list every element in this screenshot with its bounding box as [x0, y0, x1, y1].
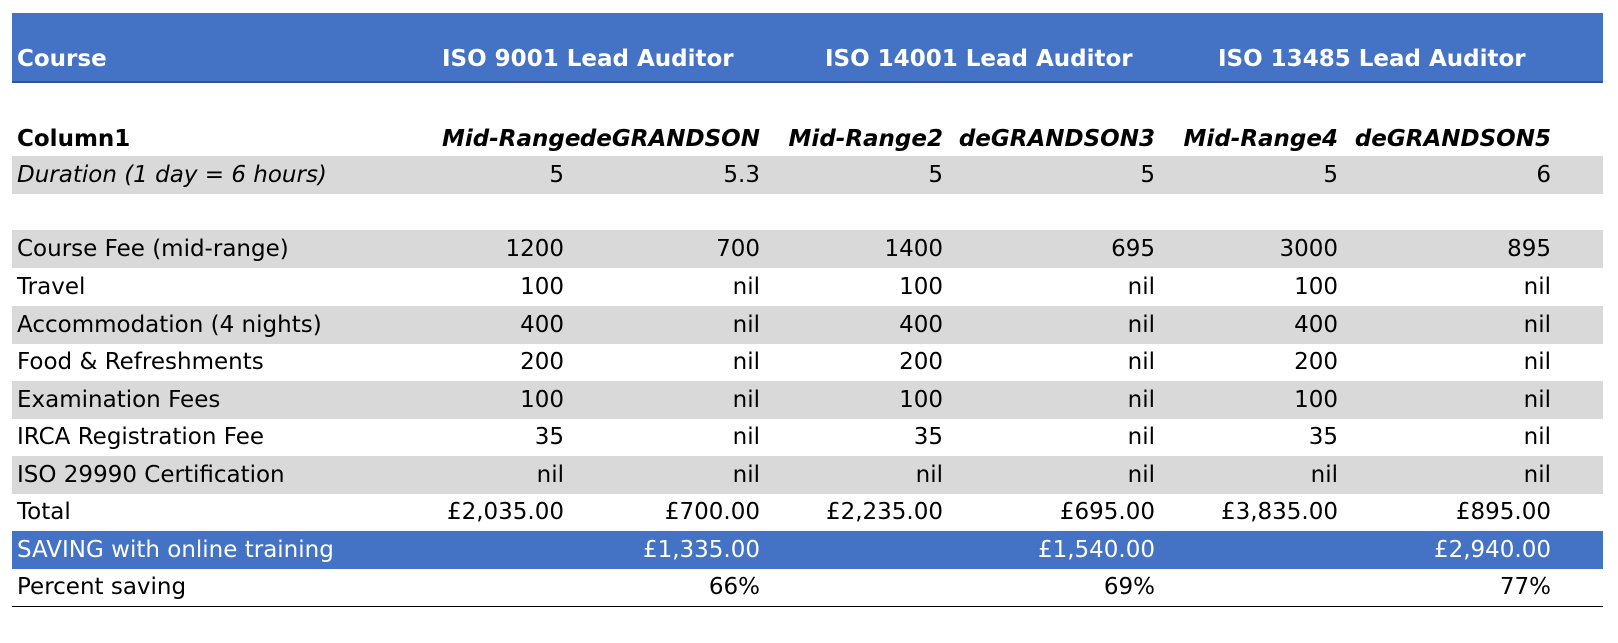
- table-cell[interactable]: nil: [732, 274, 760, 300]
- row-label[interactable]: Percent saving: [17, 574, 187, 600]
- table-cell[interactable]: nil: [915, 462, 943, 488]
- table-row-saving: SAVING with online training £1,335.00 £1…: [12, 531, 1603, 569]
- table-cell[interactable]: 100: [520, 274, 564, 300]
- table-cell[interactable]: nil: [1523, 424, 1551, 450]
- table-row-accommodation: Accommodation (4 nights) 400 nil 400 nil…: [12, 306, 1603, 344]
- table-cell[interactable]: £700.00: [664, 499, 760, 525]
- table-cell[interactable]: 35: [1308, 424, 1338, 450]
- table-cell[interactable]: 200: [520, 349, 564, 375]
- table-cell[interactable]: 895: [1507, 236, 1551, 262]
- table-cell[interactable]: nil: [732, 387, 760, 413]
- table-cell[interactable]: nil: [1523, 349, 1551, 375]
- table-cell[interactable]: nil: [732, 312, 760, 338]
- column-header-column1[interactable]: Column1: [17, 126, 131, 152]
- row-label[interactable]: Duration (1 day = 6 hours): [17, 162, 327, 188]
- table-cell[interactable]: 700: [716, 236, 760, 262]
- table-cell[interactable]: nil: [732, 424, 760, 450]
- table-row-examination: Examination Fees 100 nil 100 nil 100 nil: [12, 381, 1603, 419]
- table-cell[interactable]: 5: [928, 162, 943, 188]
- table-cell[interactable]: nil: [1127, 387, 1155, 413]
- header-course-iso13485[interactable]: ISO 13485 Lead Auditor: [1218, 46, 1526, 72]
- table-cell[interactable]: 6: [1536, 162, 1551, 188]
- table-cell[interactable]: £2,940.00: [1433, 537, 1551, 563]
- table-row-total: Total £2,035.00 £700.00 £2,235.00 £695.0…: [12, 493, 1603, 531]
- table-cell[interactable]: 35: [534, 424, 564, 450]
- table-cell[interactable]: 200: [1294, 349, 1338, 375]
- table-cell[interactable]: 100: [520, 387, 564, 413]
- table-row-food: Food & Refreshments 200 nil 200 nil 200 …: [12, 343, 1603, 381]
- table-cell[interactable]: £1,540.00: [1037, 537, 1155, 563]
- column-header-degrandson5[interactable]: deGRANDSON5: [1354, 126, 1551, 152]
- table-cell[interactable]: 200: [899, 349, 943, 375]
- table-cell[interactable]: nil: [1127, 274, 1155, 300]
- table-cell[interactable]: nil: [732, 462, 760, 488]
- table-row-percent: Percent saving 66% 69% 77%: [12, 568, 1603, 607]
- row-label[interactable]: Course Fee (mid-range): [17, 236, 289, 262]
- row-label[interactable]: Accommodation (4 nights): [17, 312, 322, 338]
- table-cell[interactable]: 5.3: [723, 162, 760, 188]
- table-row-course-fee: Course Fee (mid-range) 1200 700 1400 695…: [12, 230, 1603, 268]
- table-cell[interactable]: 77%: [1499, 574, 1551, 600]
- table-cell[interactable]: 69%: [1103, 574, 1155, 600]
- header-course-iso14001[interactable]: ISO 14001 Lead Auditor: [825, 46, 1133, 72]
- table-cell[interactable]: nil: [536, 462, 564, 488]
- column-header-row: Column1 Mid-Range deGRANDSON Mid-Range2 …: [12, 120, 1603, 159]
- table-cell[interactable]: nil: [1127, 424, 1155, 450]
- column-header-mid-range[interactable]: Mid-Range: [442, 126, 581, 152]
- table-cell[interactable]: 5: [549, 162, 564, 188]
- table-cell[interactable]: 35: [913, 424, 943, 450]
- row-label[interactable]: IRCA Registration Fee: [17, 424, 265, 450]
- row-label[interactable]: Food & Refreshments: [17, 349, 264, 375]
- table-cell[interactable]: nil: [1127, 462, 1155, 488]
- table-row-iso29990: ISO 29990 Certification nil nil nil nil …: [12, 456, 1603, 494]
- table-cell[interactable]: 66%: [708, 574, 760, 600]
- table-cell[interactable]: 5: [1323, 162, 1338, 188]
- row-label[interactable]: Total: [17, 499, 71, 525]
- table-cell[interactable]: 1200: [505, 236, 564, 262]
- table-cell[interactable]: 100: [1294, 387, 1338, 413]
- table-row-travel: Travel 100 nil 100 nil 100 nil: [12, 268, 1603, 306]
- column-header-degrandson3[interactable]: deGRANDSON3: [958, 126, 1155, 152]
- column-header-mid-range4[interactable]: Mid-Range4: [1183, 126, 1338, 152]
- table-cell[interactable]: 1400: [884, 236, 943, 262]
- table-cell[interactable]: 5: [1140, 162, 1155, 188]
- table-cell[interactable]: nil: [1523, 274, 1551, 300]
- row-label[interactable]: ISO 29990 Certification: [17, 462, 285, 488]
- table-row-irca: IRCA Registration Fee 35 nil 35 nil 35 n…: [12, 418, 1603, 456]
- table-cell[interactable]: 400: [899, 312, 943, 338]
- row-label[interactable]: Travel: [17, 274, 86, 300]
- table-cell[interactable]: 100: [899, 387, 943, 413]
- header-course[interactable]: Course: [17, 46, 107, 72]
- table-cell[interactable]: nil: [1523, 462, 1551, 488]
- row-label[interactable]: Examination Fees: [17, 387, 221, 413]
- header-band: [12, 13, 1603, 83]
- column-header-mid-range2[interactable]: Mid-Range2: [788, 126, 943, 152]
- table-cell[interactable]: £2,035.00: [446, 499, 564, 525]
- table-cell[interactable]: 400: [1294, 312, 1338, 338]
- table-cell[interactable]: nil: [1127, 349, 1155, 375]
- table-cell[interactable]: nil: [1523, 387, 1551, 413]
- table-cell[interactable]: 100: [899, 274, 943, 300]
- table-cell[interactable]: nil: [1523, 312, 1551, 338]
- table-cell[interactable]: 100: [1294, 274, 1338, 300]
- table-cell[interactable]: £2,235.00: [825, 499, 943, 525]
- table-cell[interactable]: nil: [732, 349, 760, 375]
- table-cell[interactable]: £695.00: [1059, 499, 1155, 525]
- table-row-duration: Duration (1 day = 6 hours) 5 5.3 5 5 5 6: [12, 156, 1603, 194]
- column-header-degrandson[interactable]: deGRANDSON: [579, 126, 760, 152]
- header-course-iso9001[interactable]: ISO 9001 Lead Auditor: [442, 46, 734, 72]
- table-cell[interactable]: £895.00: [1455, 499, 1551, 525]
- table-cell[interactable]: nil: [1310, 462, 1338, 488]
- table-cell[interactable]: 400: [520, 312, 564, 338]
- table-cell[interactable]: nil: [1127, 312, 1155, 338]
- row-label[interactable]: SAVING with online training: [17, 537, 334, 563]
- table-cell[interactable]: 3000: [1279, 236, 1338, 262]
- table-cell[interactable]: 695: [1111, 236, 1155, 262]
- table-cell[interactable]: £1,335.00: [642, 537, 760, 563]
- table-cell[interactable]: £3,835.00: [1220, 499, 1338, 525]
